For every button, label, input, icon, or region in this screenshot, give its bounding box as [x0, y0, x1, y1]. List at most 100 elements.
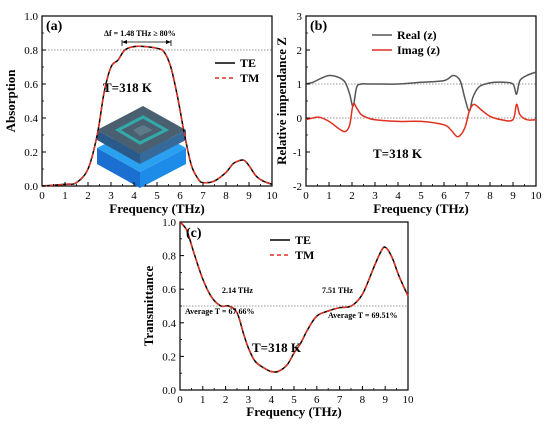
- panel-b-x-tick-label: 6: [441, 190, 447, 202]
- panel-c-x-tick-label: 1: [200, 394, 206, 406]
- panel-c-curves: [179, 221, 409, 373]
- inset-top-layer-front: [97, 130, 140, 164]
- panel-a-x-tick-label: 7: [200, 190, 206, 202]
- panel-a-y-axis-label: Absorption: [3, 69, 18, 133]
- panel-c-x-tick-label: 8: [360, 394, 366, 406]
- panel-c-y-tick-label: 1.0: [162, 217, 176, 229]
- legend-te-label: TE: [295, 233, 311, 247]
- panel-b-y-tick-label: -1: [293, 147, 302, 159]
- panel-b-y-tick-label: 2: [297, 45, 303, 57]
- panel-a-temperature-label: T=318 K: [103, 80, 153, 95]
- panel-b-curves: [305, 71, 537, 138]
- panel-a-x-tick-label: 6: [177, 190, 183, 202]
- panel-a-x-tick-label: 10: [267, 190, 279, 202]
- panel-a-bandwidth-arrow: [121, 40, 172, 46]
- panel-c-x-tick-label: 3: [246, 394, 252, 406]
- panel-c-annotation-avg-1: Average T = 67.66%: [185, 307, 254, 316]
- legend-tm-label: TM: [240, 71, 259, 85]
- panel-b-y-tick-label: 1: [297, 79, 303, 91]
- inset-base-block-front: [97, 148, 140, 188]
- panel-b-x-tick-label: 5: [418, 190, 424, 202]
- panel-b-x-tick-label: 4: [395, 190, 401, 202]
- panel-b-x-tick-label: 8: [487, 190, 493, 202]
- inset-top-layer-side: [140, 130, 186, 164]
- legend-tm-label: TM: [295, 248, 314, 262]
- panel-a-x-tick-label: 2: [85, 190, 91, 202]
- panel-c-legend: TE TM: [270, 233, 314, 262]
- panel-b-x-ticks: 0 1 2 3 4 5 6 7 8 9 10: [303, 182, 542, 202]
- inset-square-ring: [114, 115, 170, 145]
- panel-c-temperature-label: T=318 K: [252, 340, 302, 355]
- panel-c-x-tick-label: 4: [268, 394, 274, 406]
- panel-c-x-tick-label: 10: [403, 394, 415, 406]
- legend-te-label: TE: [240, 56, 256, 70]
- panel-c-y-tick-label: 0.6: [162, 284, 176, 296]
- panel-c-annotation-freq-2: 7.51 THz: [322, 286, 353, 295]
- panel-b-temperature-label: T=318 K: [373, 146, 423, 161]
- panel-a-y-ticks: 0.0 0.2 0.4 0.6 0.8 1.0: [24, 11, 46, 193]
- panel-a-legend: TE TM: [215, 56, 259, 85]
- panel-b-legend: Real (z) Imag (z): [372, 28, 440, 57]
- panel-b-x-tick-label: 1: [326, 190, 332, 202]
- panel-c-y-tick-label: 0.4: [162, 318, 176, 330]
- panel-a-x-tick-label: 3: [108, 190, 114, 202]
- panel-a-x-tick-label: 4: [131, 190, 137, 202]
- panel-a-y-tick-label: 0.4: [24, 113, 38, 125]
- panel-b-y-axis-label: Relative impendance Z: [274, 37, 289, 165]
- panel-a-y-tick-label: 0.8: [24, 45, 38, 57]
- panel-c-y-ticks: 0.0 0.2 0.4 0.6 0.8 1.0: [162, 217, 184, 397]
- panel-b-x-tick-label: 2: [349, 190, 355, 202]
- panel-c-y-tick-label: 0.2: [162, 351, 176, 363]
- panel-a-x-tick-label: 0: [39, 190, 45, 202]
- panel-a-y-tick-label: 0.6: [24, 79, 38, 91]
- panel-c-y-tick-label: 0.0: [162, 385, 176, 397]
- panel-a-series-tm: [41, 45, 273, 187]
- panel-b-series-imag-z: [305, 102, 537, 138]
- panel-b-series-real-z: [305, 71, 537, 112]
- panel-a-y-tick-label: 0.0: [24, 181, 38, 193]
- panel-a-curves: [41, 45, 273, 187]
- panel-b-y-tick-label: 0: [297, 113, 303, 125]
- panel-a-x-ticks: 0 1 2 3 4 5 6 7 8 9 10: [39, 182, 278, 202]
- panel-c-transmittance-chart: 0 1 2 3 4 5 6 7 8 9 10 0.0 0.2 0.4 0.6 0.8 1.0 Frequenc…: [141, 217, 414, 419]
- panel-b-y-tick-label: -2: [293, 181, 302, 193]
- legend-real-label: Real (z): [397, 28, 437, 42]
- panel-c-x-tick-label: 7: [337, 394, 343, 406]
- panel-b-x-tick-label: 7: [464, 190, 470, 202]
- panel-c-x-tick-label: 6: [314, 394, 320, 406]
- panel-c-label: (c): [186, 226, 202, 241]
- panel-b-impedance-chart: 0 1 2 3 4 5 6 7 8 9 10 -2 -1 0 1 2 3 Frequency (THz) Re…: [274, 11, 542, 216]
- panel-a-label: (a): [46, 19, 63, 34]
- panel-c-y-tick-label: 0.8: [162, 251, 176, 263]
- panel-b-x-tick-label: 10: [531, 190, 543, 202]
- panel-b-ref-line-layer: [306, 83, 536, 119]
- panel-c-series-tm: [179, 221, 409, 373]
- panel-a-bandwidth-annotation: Δf = 1.48 THz ≥ 80%: [104, 29, 176, 38]
- panel-c-annotation-avg-2: Average T = 69.51%: [328, 311, 397, 320]
- panel-c-x-tick-label: 0: [177, 394, 183, 406]
- panel-b-x-tick-label: 9: [510, 190, 516, 202]
- panel-a-y-tick-label: 1.0: [24, 11, 38, 23]
- panel-a-x-tick-label: 8: [223, 190, 229, 202]
- panel-a-x-tick-label: 9: [246, 190, 252, 202]
- panel-b-label: (b): [310, 19, 327, 34]
- panel-a-x-tick-label: 1: [62, 190, 68, 202]
- panel-c-y-axis-label: Transmittance: [141, 265, 156, 346]
- legend-imag-label: Imag (z): [397, 43, 440, 57]
- panel-a-x-axis-label: Frequency (THz): [109, 201, 204, 216]
- inset-base-block-side: [140, 148, 186, 188]
- panel-a-inset-metamaterial-image: [97, 106, 186, 188]
- panel-b-x-axis-label: Frequency (THz): [373, 201, 468, 216]
- panel-c-x-ticks: 0 1 2 3 4 5 6 7 8 9 10: [177, 386, 414, 406]
- panel-c-x-tick-label: 9: [382, 394, 388, 406]
- panel-b-y-ticks: -2 -1 0 1 2 3: [293, 11, 310, 193]
- panel-a-y-tick-label: 0.2: [24, 147, 38, 159]
- panel-a-x-tick-label: 5: [154, 190, 160, 202]
- panel-b-x-tick-label: 3: [372, 190, 378, 202]
- panel-c-x-axis-label: Frequency (THz): [246, 404, 341, 419]
- panel-c-x-tick-label: 5: [291, 394, 297, 406]
- panel-c-annotation-freq-1: 2.14 THz: [222, 286, 253, 295]
- panel-b-x-tick-label: 0: [303, 190, 309, 202]
- panel-a-absorption-chart: 0 1 2 3 4 5 6 7 8 9 10 0.0 0.2 0.4 0.6 0.8 1.0 Frequenc…: [3, 11, 278, 216]
